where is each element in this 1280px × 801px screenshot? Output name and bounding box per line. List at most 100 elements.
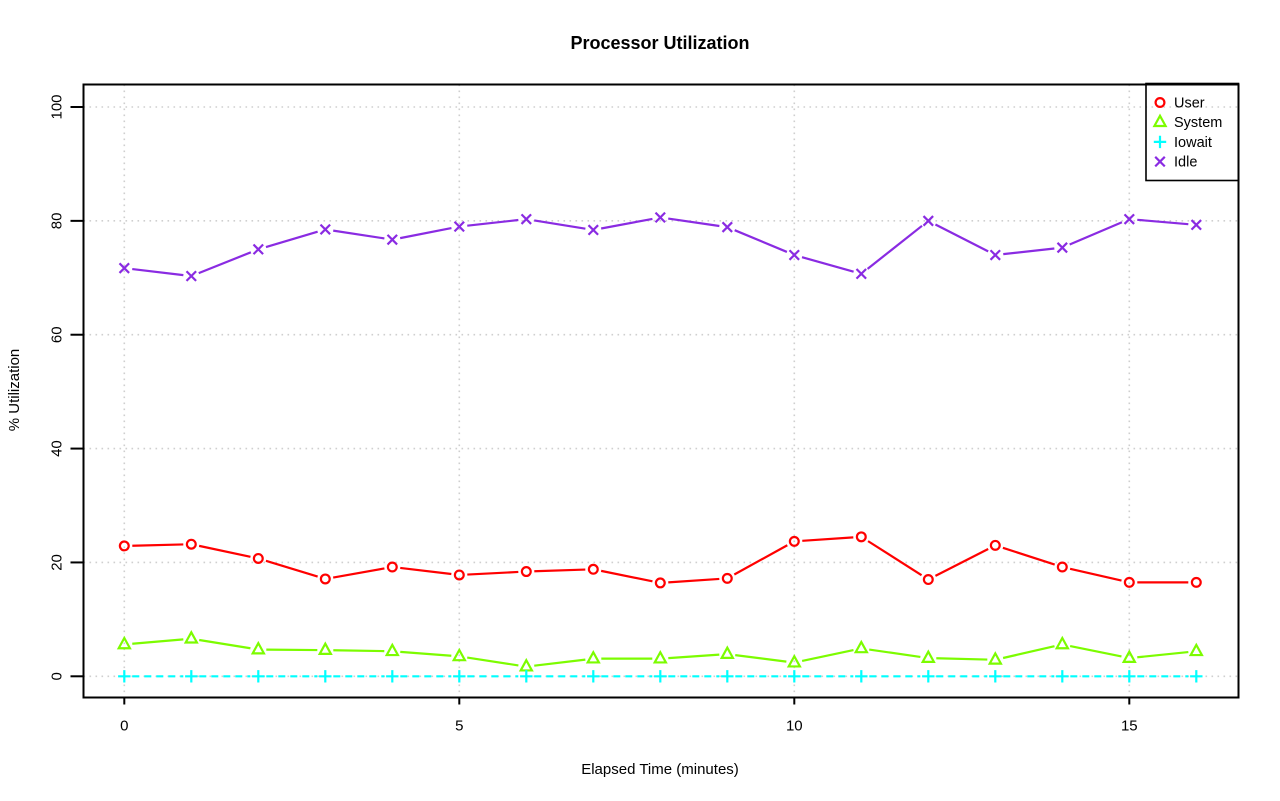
y-tick-label-20: 20	[49, 554, 66, 571]
series-system-marker-16	[1188, 642, 1204, 657]
legend-label-user: User	[1174, 96, 1205, 112]
series-user-marker-10	[788, 535, 800, 547]
series-idle-marker-12	[922, 215, 934, 227]
series-iowait-marker-14	[1056, 670, 1069, 683]
series-idle-marker-9	[721, 221, 733, 233]
series-iowait-marker-9	[721, 670, 734, 683]
series-system-marker-8	[652, 649, 668, 664]
series-idle-marker-4	[386, 234, 398, 246]
series-user-marker-1	[185, 538, 197, 550]
legend-item-idle: Idle	[1154, 155, 1197, 171]
series-user	[118, 531, 1202, 589]
series-idle-marker-5	[453, 220, 465, 233]
series-iowait-marker-12	[922, 670, 935, 683]
series-idle-marker-15	[1123, 213, 1135, 225]
legend-box	[1145, 82, 1240, 182]
series-system-marker-4	[384, 642, 400, 657]
legend-label-system: System	[1174, 115, 1222, 131]
series-user-marker-4	[386, 561, 398, 573]
series-system-marker-15	[1121, 649, 1137, 663]
series-user-marker-5	[453, 569, 465, 581]
series-iowait-marker-10	[788, 670, 801, 683]
series-idle-marker-0	[118, 262, 130, 274]
x-axis-label: Elapsed Time (minutes)	[581, 761, 739, 778]
legend-item-system: System	[1152, 113, 1222, 131]
series-iowait-marker-4	[386, 670, 399, 683]
axis-ticks	[70, 106, 1131, 705]
series-user-marker-16	[1190, 576, 1202, 588]
series-idle-marker-10	[788, 249, 800, 261]
series-idle-marker-7	[587, 224, 599, 236]
legend-marker-circle-icon	[1154, 96, 1166, 108]
series-iowait-marker-16	[1190, 670, 1203, 683]
legend-item-user: User	[1154, 96, 1205, 112]
series-idle-marker-3	[319, 223, 331, 235]
series-iowait-marker-1	[185, 670, 198, 683]
x-tick-label-15: 15	[1121, 718, 1138, 735]
series-system-marker-2	[250, 640, 266, 655]
chart-title: Processor Utilization	[570, 33, 749, 53]
legend-label-iowait: Iowait	[1174, 135, 1212, 151]
grid	[83, 84, 1239, 698]
y-tick-label-60: 60	[49, 326, 66, 343]
series-iowait-marker-5	[453, 670, 466, 683]
legend-marker-plus-icon	[1153, 135, 1167, 149]
legend: User System Iowait Idle	[1145, 82, 1240, 182]
series-iowait-marker-13	[989, 670, 1002, 683]
series-iowait-marker-11	[855, 670, 868, 683]
series-user-marker-3	[319, 573, 331, 585]
x-tick-label-5: 5	[455, 718, 463, 735]
series-iowait-marker-6	[520, 670, 533, 683]
series-system-marker-1	[183, 630, 199, 644]
series-system-marker-0	[116, 635, 132, 650]
x-tick-label-0: 0	[120, 718, 128, 735]
series-user-marker-7	[587, 563, 599, 575]
legend-label-idle: Idle	[1174, 155, 1197, 171]
y-tick-label-0: 0	[49, 672, 66, 680]
legend-marker-x-icon	[1154, 156, 1166, 168]
series-idle-marker-11	[855, 268, 867, 280]
series-iowait	[118, 670, 1203, 683]
series-user-marker-0	[118, 540, 130, 552]
series-user-marker-14	[1056, 561, 1068, 573]
series-idle-line	[132, 217, 1189, 277]
series-user-marker-8	[654, 577, 666, 589]
series-system-marker-6	[518, 657, 534, 672]
series-idle-marker-1	[185, 270, 197, 282]
series-user-marker-13	[989, 539, 1001, 551]
series-iowait-marker-8	[654, 670, 667, 683]
x-tick-label-10: 10	[786, 718, 803, 735]
series-system-marker-9	[719, 645, 735, 659]
series-idle-marker-8	[654, 211, 666, 224]
series-system-marker-11	[853, 639, 869, 654]
series-idle-marker-6	[520, 213, 532, 225]
legend-item-iowait: Iowait	[1153, 135, 1212, 151]
y-tick-label-100: 100	[49, 94, 66, 119]
series-system-marker-14	[1054, 635, 1070, 650]
series-system-marker-3	[317, 641, 333, 656]
series-system-marker-7	[585, 649, 601, 664]
series-system	[116, 630, 1204, 672]
series-system-line	[132, 638, 1189, 667]
series-iowait-marker-3	[319, 670, 332, 683]
series-iowait-marker-0	[118, 670, 131, 683]
y-tick-label-40: 40	[49, 440, 66, 457]
legend-marker-triangle-icon	[1152, 113, 1168, 128]
series-user-line	[132, 536, 1189, 584]
series-iowait-marker-15	[1123, 670, 1136, 683]
series-idle-marker-13	[989, 249, 1001, 261]
y-axis-label: % Utilization	[6, 349, 23, 432]
series-iowait-marker-2	[252, 670, 265, 683]
series-idle-marker-2	[252, 243, 264, 255]
series-system-marker-10	[786, 653, 802, 668]
series-system-marker-12	[920, 649, 936, 663]
series-user-marker-12	[922, 574, 934, 586]
series-idle-marker-14	[1056, 242, 1068, 254]
plot-border	[82, 83, 1240, 699]
series-idle-marker-16	[1190, 219, 1202, 231]
series-iowait-marker-7	[587, 670, 600, 683]
tick-labels: 0 5 10 15 0 20 40 60 80 100	[49, 94, 1138, 734]
series-user-marker-2	[252, 552, 264, 564]
